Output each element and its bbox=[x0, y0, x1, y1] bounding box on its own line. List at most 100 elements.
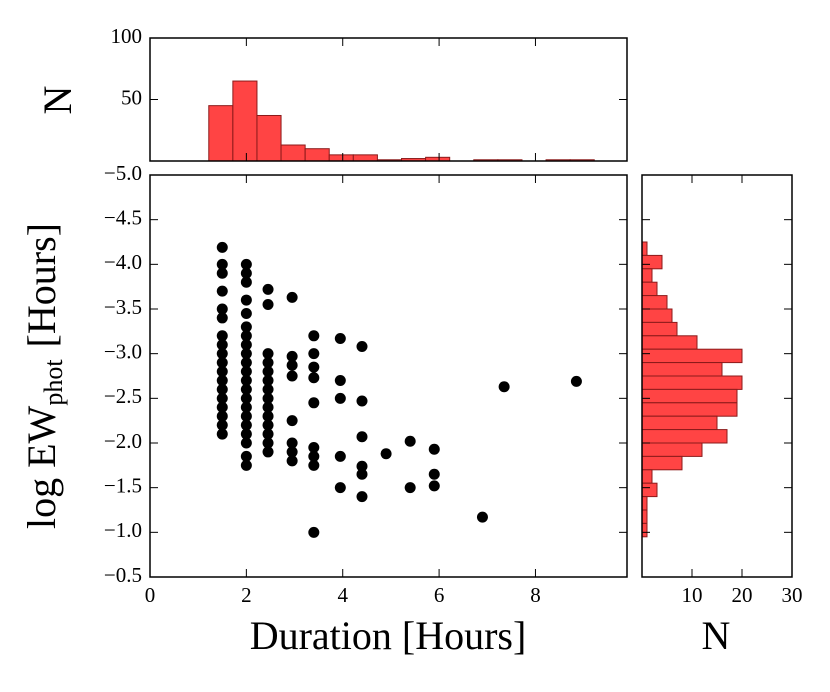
y-tick-label: −5.0 bbox=[104, 161, 142, 185]
point bbox=[380, 448, 392, 460]
bar bbox=[641, 442, 703, 457]
bar bbox=[641, 482, 658, 498]
right-hist-x-label: N bbox=[702, 613, 731, 658]
point bbox=[404, 482, 416, 494]
point bbox=[308, 450, 320, 462]
bar bbox=[641, 402, 738, 417]
bar bbox=[641, 268, 653, 283]
point bbox=[356, 491, 368, 503]
point bbox=[262, 348, 274, 360]
top-hist-y-label: N bbox=[35, 86, 80, 115]
point bbox=[240, 437, 252, 449]
point bbox=[334, 482, 346, 494]
point bbox=[356, 468, 368, 480]
y-tick-label: −2.0 bbox=[104, 429, 142, 453]
point bbox=[262, 357, 274, 369]
point bbox=[240, 330, 252, 342]
point bbox=[308, 372, 320, 384]
point bbox=[240, 339, 252, 351]
point bbox=[428, 443, 440, 455]
point bbox=[356, 341, 368, 353]
point bbox=[262, 419, 274, 431]
point bbox=[404, 435, 416, 447]
plot-frame bbox=[641, 174, 793, 578]
y-tick-label: −0.5 bbox=[104, 563, 142, 587]
y-axis-label-unit: [Hours] bbox=[19, 223, 64, 347]
x-tick-label: 4 bbox=[337, 583, 348, 607]
point bbox=[428, 480, 440, 492]
point bbox=[216, 410, 228, 422]
bar bbox=[232, 80, 258, 162]
point bbox=[262, 383, 274, 395]
point bbox=[428, 468, 440, 480]
point bbox=[240, 459, 252, 471]
point bbox=[262, 428, 274, 440]
y-axis-label: log EWphot [Hours] bbox=[19, 223, 68, 529]
point bbox=[216, 357, 228, 369]
point bbox=[240, 267, 252, 279]
x-tick-label: 0 bbox=[145, 583, 156, 607]
point bbox=[262, 437, 274, 449]
point bbox=[570, 375, 582, 387]
point bbox=[262, 446, 274, 458]
point bbox=[308, 330, 320, 342]
bar bbox=[641, 362, 723, 377]
point bbox=[262, 374, 274, 386]
x-tick-label: 20 bbox=[732, 583, 753, 607]
point bbox=[216, 366, 228, 378]
point bbox=[476, 511, 488, 523]
plot-frame bbox=[149, 174, 628, 578]
point bbox=[262, 410, 274, 422]
bar bbox=[641, 348, 743, 364]
x-tick-label: 10 bbox=[682, 583, 703, 607]
point bbox=[262, 283, 274, 295]
bar bbox=[304, 148, 330, 162]
point bbox=[308, 348, 320, 360]
x-tick-label: 2 bbox=[241, 583, 252, 607]
point bbox=[286, 455, 298, 467]
point bbox=[262, 392, 274, 404]
point bbox=[286, 446, 298, 458]
point bbox=[216, 348, 228, 360]
point bbox=[286, 350, 298, 362]
bar bbox=[256, 114, 282, 162]
x-tick-label: 8 bbox=[530, 583, 541, 607]
point bbox=[240, 450, 252, 462]
point bbox=[334, 450, 346, 462]
point bbox=[216, 241, 228, 253]
point bbox=[216, 392, 228, 404]
point bbox=[216, 419, 228, 431]
x-axis-label: Duration [Hours] bbox=[250, 613, 527, 658]
bar bbox=[641, 295, 668, 310]
point bbox=[216, 258, 228, 270]
y-axis-label-sub: phot bbox=[39, 359, 68, 406]
x-tick-label: 6 bbox=[434, 583, 445, 607]
bar bbox=[641, 469, 653, 484]
point bbox=[240, 374, 252, 386]
bar bbox=[328, 154, 354, 162]
point bbox=[216, 312, 228, 324]
bar bbox=[280, 144, 306, 162]
point bbox=[356, 431, 368, 443]
point bbox=[216, 285, 228, 297]
point bbox=[240, 392, 252, 404]
point bbox=[286, 415, 298, 427]
point bbox=[240, 294, 252, 306]
point bbox=[356, 460, 368, 472]
point bbox=[308, 441, 320, 453]
point bbox=[286, 437, 298, 449]
point bbox=[308, 459, 320, 471]
point bbox=[334, 374, 346, 386]
point bbox=[334, 392, 346, 404]
y-tick-label: 100 bbox=[111, 24, 143, 48]
bar bbox=[641, 308, 673, 323]
bar bbox=[641, 455, 683, 471]
point bbox=[262, 299, 274, 311]
point bbox=[216, 267, 228, 279]
point bbox=[240, 428, 252, 440]
point bbox=[240, 383, 252, 395]
point bbox=[308, 526, 320, 538]
bar bbox=[641, 415, 718, 431]
y-axis-label-main: log EW bbox=[19, 405, 64, 529]
